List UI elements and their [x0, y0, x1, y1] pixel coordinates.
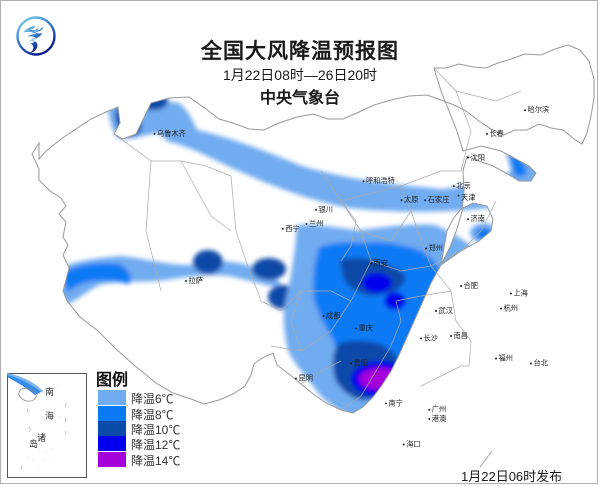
svg-text:|: | — [65, 417, 66, 423]
svg-text:.: . — [45, 449, 46, 455]
svg-text:.: . — [57, 381, 58, 387]
svg-text:诸: 诸 — [37, 433, 46, 443]
svg-text:.: . — [51, 445, 52, 451]
svg-text:.: . — [59, 413, 60, 419]
svg-text:南: 南 — [45, 386, 54, 397]
svg-text:.: . — [37, 467, 38, 473]
svg-text:.: . — [44, 415, 45, 421]
svg-text:.: . — [43, 457, 44, 463]
svg-text:海: 海 — [45, 410, 54, 421]
svg-text:.: . — [41, 413, 42, 419]
svg-text:岛: 岛 — [29, 438, 38, 449]
svg-text:.: . — [53, 381, 54, 387]
svg-text:.: . — [27, 455, 28, 461]
svg-text:.: . — [39, 447, 40, 453]
svg-text:.: . — [33, 457, 34, 463]
svg-text:.: . — [37, 391, 38, 397]
svg-text:.: . — [49, 455, 50, 461]
